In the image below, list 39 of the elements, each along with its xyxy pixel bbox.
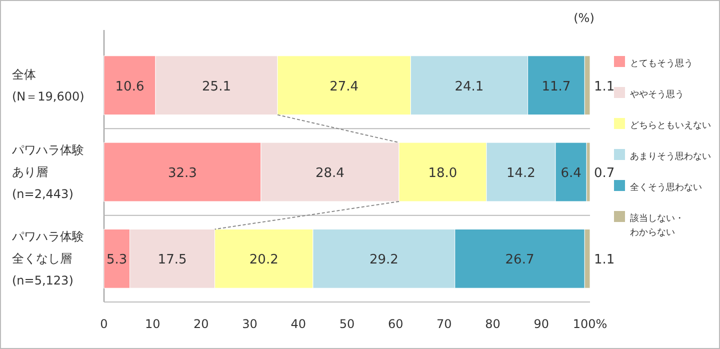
legend-label: とてもそう思う xyxy=(630,58,693,69)
data-label: 5.3 xyxy=(106,252,128,268)
y-tick-label: 全体(N＝19,600) xyxy=(12,67,84,104)
data-label: 6.4 xyxy=(560,166,582,181)
legend-label: 該当しない・わからない xyxy=(630,213,684,238)
x-tick-label: 30 xyxy=(242,317,258,331)
y-tick-label: パワハラ体験全くなし層(n=5,123) xyxy=(11,230,84,288)
x-tick-label: 90 xyxy=(534,317,550,331)
data-label: 1.1 xyxy=(594,79,615,94)
x-tick-label: 50 xyxy=(339,317,355,331)
data-label: 26.7 xyxy=(505,252,534,268)
y-tick-label: パワハラ体験あり層(n=2,443) xyxy=(11,143,84,201)
x-tick-label: 70 xyxy=(436,317,452,331)
data-label: 17.5 xyxy=(158,252,187,268)
x-tick-label: 60 xyxy=(388,317,404,331)
x-tick-label: 10 xyxy=(144,317,160,331)
data-label: 0.7 xyxy=(594,166,615,181)
data-label: 25.1 xyxy=(202,79,231,94)
x-tick-label: 80 xyxy=(485,317,500,331)
data-label: 32.3 xyxy=(168,166,197,181)
x-tick-label: 40 xyxy=(290,317,306,331)
legend-label: あまりそう思わない xyxy=(630,151,711,162)
legend-label: どちらともいえない xyxy=(630,121,711,131)
legend-label: 全くそう思わない xyxy=(630,182,702,193)
data-label: 28.4 xyxy=(316,166,344,181)
data-label: 27.4 xyxy=(330,79,359,94)
text: (%) xyxy=(574,11,594,25)
data-label: 14.2 xyxy=(506,166,536,181)
data-label: 11.7 xyxy=(542,79,571,94)
data-label: 20.2 xyxy=(249,252,278,268)
x-tick-label: 0 xyxy=(100,317,108,331)
data-label: 10.6 xyxy=(115,79,144,94)
data-label: 18.0 xyxy=(428,166,458,181)
legend-label: ややそう思う xyxy=(630,89,684,100)
x-tick-label: 100% xyxy=(572,317,608,331)
x-tick-label: 20 xyxy=(194,317,209,331)
data-label: 24.1 xyxy=(454,79,484,94)
data-label: 1.1 xyxy=(594,252,615,268)
data-label: 29.2 xyxy=(369,252,398,268)
